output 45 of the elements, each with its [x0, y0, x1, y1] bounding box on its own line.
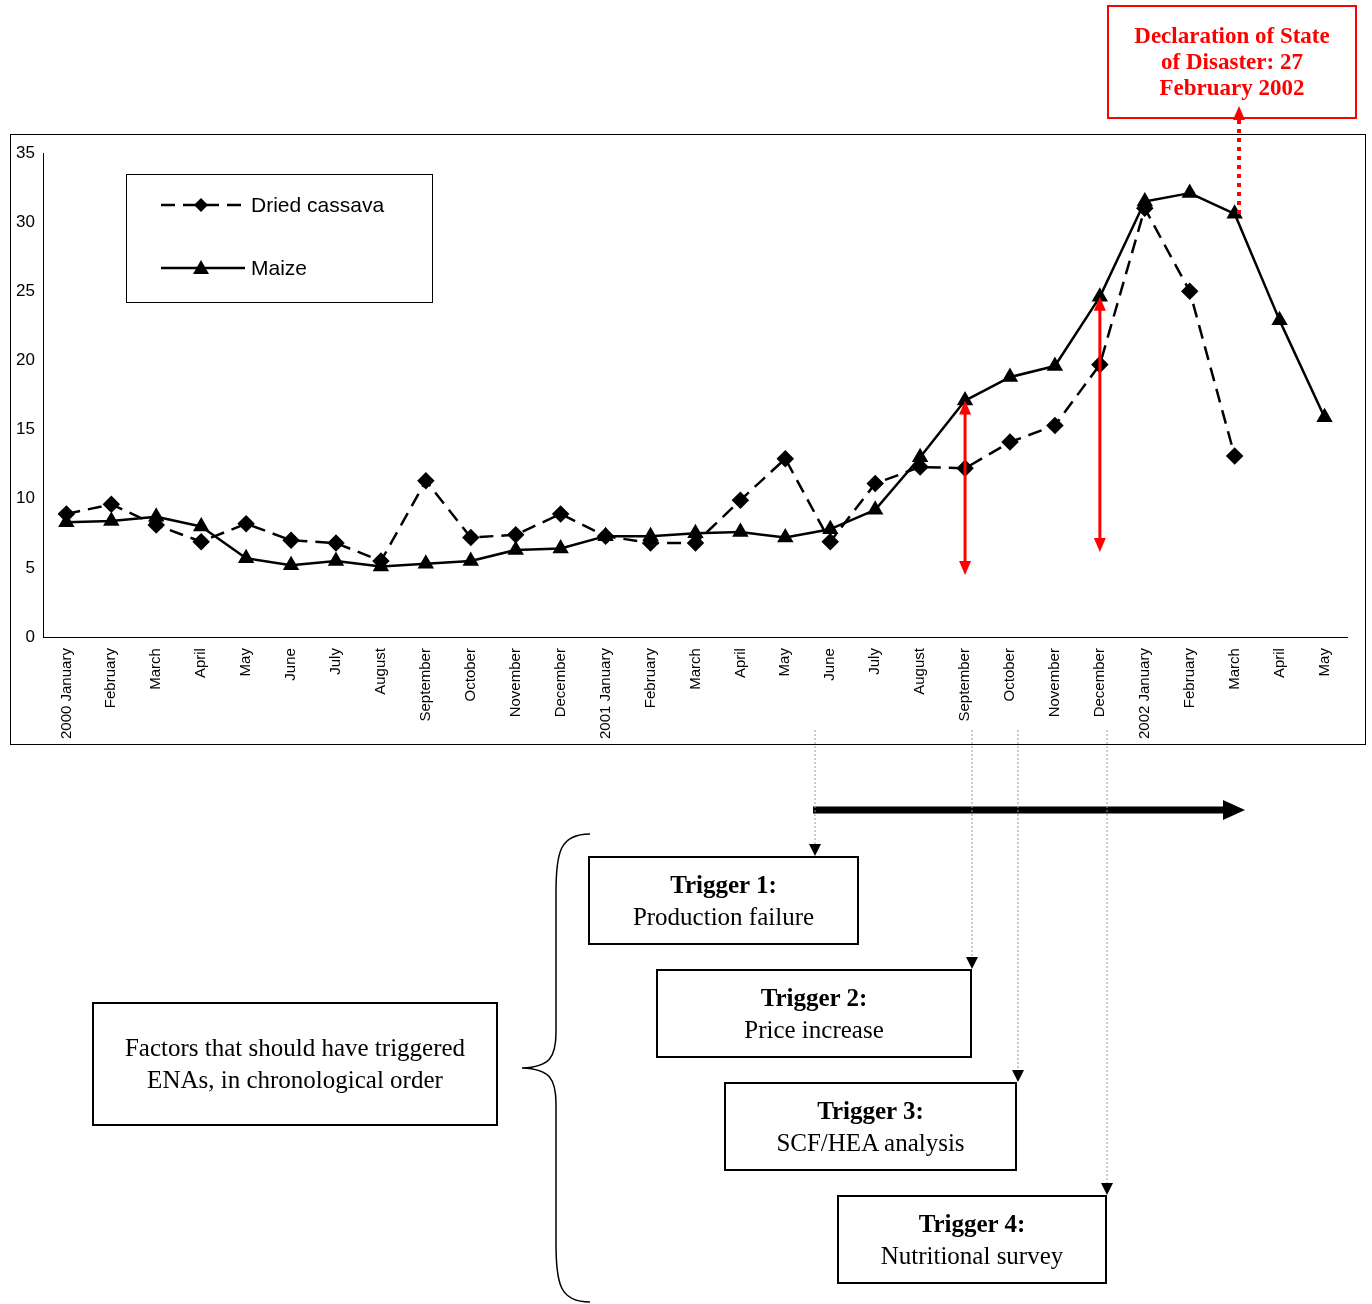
x-tick-label: June	[820, 648, 838, 681]
y-tick-label: 15	[15, 419, 35, 439]
x-tick-label: May	[775, 647, 793, 677]
x-tick-label: 2002 January	[1134, 647, 1152, 740]
x-tick-label: March	[146, 648, 164, 690]
text: Factors that should have triggered ENAs, in chronological order	[92, 1002, 498, 1126]
y-tick-label: 10	[15, 488, 35, 508]
x-tick-label: May	[1314, 647, 1332, 677]
x-tick-label: 2001 January	[595, 647, 613, 740]
y-tick-label: 0	[25, 626, 35, 646]
y-tick-label: 5	[25, 557, 35, 577]
x-tick-label: March	[1224, 648, 1242, 690]
x-tick-label: September	[415, 648, 433, 722]
text: Trigger 1: Production failure	[631, 869, 816, 932]
x-tick-label: June	[281, 648, 299, 681]
x-tick-label: May	[236, 647, 254, 677]
text: Declaration of State of Disaster: 27 February 2002	[1107, 5, 1357, 119]
x-tick-label: March	[685, 648, 703, 690]
x-tick-label: February	[640, 647, 658, 709]
x-tick-label: November	[505, 648, 523, 718]
legend-label: Maize	[251, 255, 308, 280]
x-tick-label: July	[865, 647, 883, 675]
x-tick-label: August	[371, 647, 389, 695]
x-tick-label: April	[730, 648, 748, 679]
x-tick-label: April	[191, 648, 209, 679]
x-tick-label: July	[326, 647, 344, 675]
x-tick-label: February	[101, 647, 119, 709]
text: Trigger 4: Nutritional survey	[879, 1208, 1065, 1271]
x-tick-label: September	[955, 648, 973, 722]
x-tick-label: December	[1090, 648, 1107, 718]
x-tick-label: August	[910, 647, 928, 695]
y-tick-label: 30	[15, 211, 35, 231]
y-tick-label: 20	[15, 350, 35, 370]
x-tick-label: February	[1179, 647, 1197, 709]
x-tick-label: October	[1000, 648, 1018, 702]
x-tick-label: 2000 January	[56, 647, 74, 740]
text: Trigger 2: Price increase	[743, 982, 885, 1045]
x-tick-label: November	[1045, 648, 1063, 718]
text: Trigger 3: SCF/HEA analysis	[775, 1095, 966, 1158]
x-tick-label: April	[1269, 648, 1287, 679]
x-tick-label: October	[460, 648, 478, 702]
x-tick-label: December	[550, 648, 568, 718]
y-tick-label: 25	[15, 281, 35, 300]
y-tick-label: 35	[15, 142, 35, 162]
legend-label: Dried cassava	[251, 192, 385, 217]
